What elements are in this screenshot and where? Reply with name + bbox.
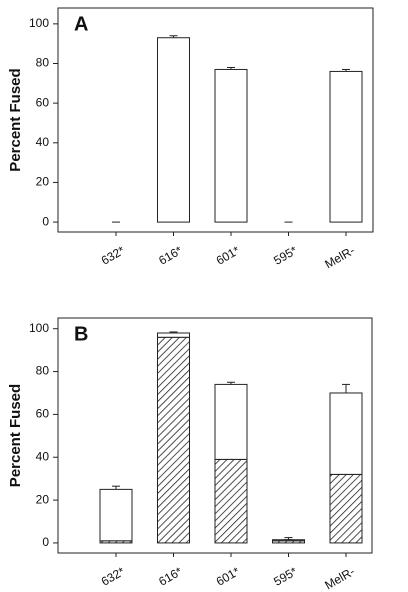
bar: [214, 383, 248, 460]
error-bar: [112, 485, 120, 490]
error-bar: [169, 331, 178, 333]
x-tick-label: 632*: [99, 564, 128, 589]
bar: [214, 458, 248, 544]
x-tick-label: 595*: [271, 564, 300, 589]
x-tick-label: 616*: [156, 564, 185, 589]
error-bar: [227, 66, 235, 70]
error-bar: [169, 35, 178, 38]
bar: [329, 70, 363, 223]
y-axis-label: Percent Fused: [7, 384, 24, 487]
panel-label: B: [74, 323, 88, 345]
y-tick-label: 80: [36, 364, 50, 378]
x-tick-label: 616*: [156, 243, 185, 268]
y-tick-label: 0: [42, 214, 49, 228]
panel: B Percent Fused 0 20 40 60 80 100 632* 616* 601* 59…: [7, 317, 373, 592]
panel-label: A: [74, 13, 88, 35]
y-tick-label: 100: [29, 321, 49, 335]
bar: [272, 539, 305, 542]
x-tick-label: MelR-: [322, 564, 357, 592]
error-bar: [284, 537, 293, 540]
x-tick-label: 632*: [99, 243, 128, 268]
y-tick-label: 100: [29, 16, 49, 30]
y-tick-label: 20: [36, 175, 50, 189]
x-tick-label: 595*: [271, 243, 300, 268]
bar: [99, 488, 133, 542]
x-tick-label: 601*: [214, 243, 243, 268]
y-tick-label: 0: [42, 535, 49, 549]
y-tick-label: 40: [36, 449, 50, 463]
error-bar: [342, 383, 350, 393]
x-tick-label: 601*: [214, 564, 243, 589]
plot-frame: [57, 317, 373, 554]
y-tick-label: 40: [36, 135, 50, 149]
y-axis-label: Percent Fused: [7, 68, 24, 171]
y-tick-label: 80: [36, 56, 50, 70]
bar: [157, 332, 190, 338]
bar: [214, 68, 248, 223]
y-tick-label: 60: [36, 95, 50, 109]
bar: [329, 392, 363, 475]
bar: [157, 336, 190, 544]
error-bar: [227, 381, 235, 385]
x-tick-label: MelR-: [322, 243, 357, 271]
y-tick-label: 20: [36, 492, 50, 506]
plot-frame: [57, 7, 374, 233]
error-bar: [342, 68, 350, 72]
y-tick-label: 60: [36, 407, 50, 421]
bar: [157, 37, 190, 223]
panel: A Percent Fused 0 20 40 60 80 100 632* 616* 601* 59…: [7, 7, 374, 271]
bar: [329, 473, 363, 544]
